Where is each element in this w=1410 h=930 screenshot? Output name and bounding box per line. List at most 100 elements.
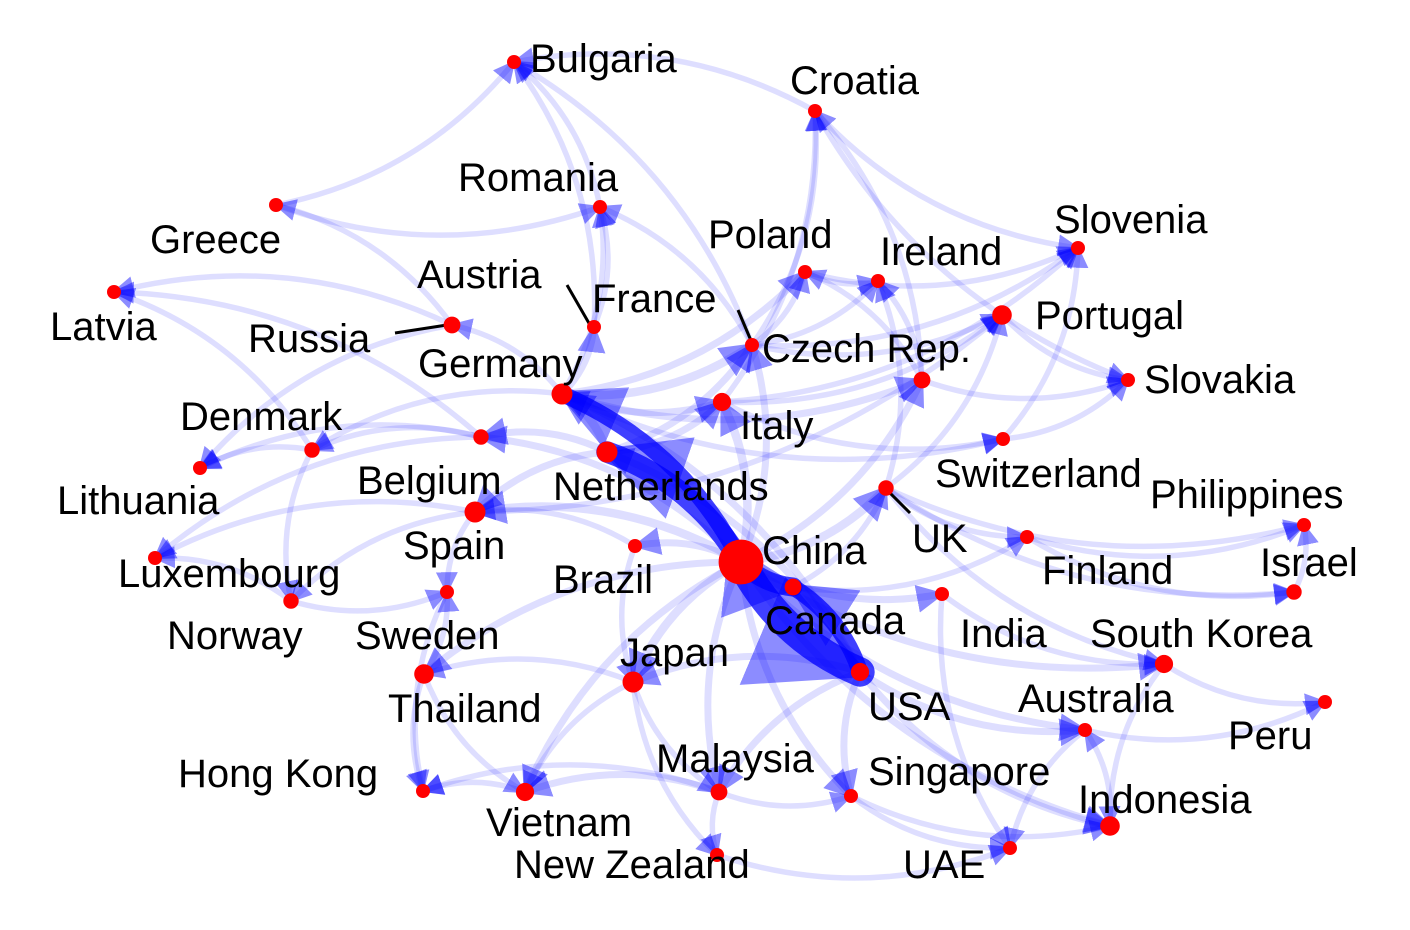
node-Germany[interactable] (551, 383, 573, 405)
node-Luxembourg[interactable] (148, 551, 162, 565)
edge-China-CzechRep (737, 376, 926, 566)
node-Greece[interactable] (269, 198, 283, 212)
edge-Spain-Portugal (472, 312, 1005, 515)
node-label-Malaysia: Malaysia (656, 737, 815, 781)
edge-Spain-Luxembourg (152, 498, 478, 561)
edge-Brazil-Spain (472, 498, 638, 549)
edge-India-UAE (937, 591, 1013, 851)
edge-Australia-UAE (1003, 727, 1088, 851)
node-CzechRep[interactable] (913, 371, 931, 389)
node-label-Belgium: Belgium (357, 459, 502, 503)
node-label-USA: USA (868, 685, 951, 729)
node-Singapore[interactable] (844, 789, 858, 803)
node-Japan[interactable] (622, 671, 644, 693)
edge-Greece-Romania (273, 202, 603, 238)
edge-Denmark-Lithuania (197, 444, 315, 471)
node-label-Philippines: Philippines (1150, 473, 1343, 517)
edge-Malaysia-HongKong (420, 762, 722, 795)
edge-China-Vietnam (521, 558, 745, 796)
node-Vietnam[interactable] (515, 782, 535, 802)
node-Sweden[interactable] (440, 585, 454, 599)
node-Canada[interactable] (784, 578, 802, 596)
node-Poland[interactable] (798, 265, 812, 279)
node-NewZealand[interactable] (710, 848, 724, 862)
node-USA[interactable] (850, 662, 870, 682)
node-Latvia[interactable] (107, 285, 121, 299)
node-Philippines[interactable] (1297, 518, 1311, 532)
edge-USA-Singapore (830, 668, 864, 800)
node-Malaysia[interactable] (710, 783, 728, 801)
node-UK[interactable] (878, 480, 894, 496)
node-China[interactable] (718, 539, 764, 585)
node-Italy[interactable] (712, 392, 732, 412)
edge-France-Bulgaria (511, 59, 755, 348)
node-Ireland[interactable] (871, 274, 885, 288)
node-Thailand[interactable] (414, 664, 434, 684)
node-Spain[interactable] (464, 501, 486, 523)
node-label-Germany: Germany (418, 342, 583, 386)
node-Lithuania[interactable] (193, 461, 207, 475)
edge-Germany-Italy (558, 390, 726, 423)
edge-China-Belgium (477, 425, 745, 566)
node-France[interactable] (745, 338, 759, 352)
node-India[interactable] (935, 587, 949, 601)
edge-Norway-Sweden (288, 589, 450, 614)
node-label-SouthKorea: South Korea (1090, 612, 1313, 656)
node-Peru[interactable] (1318, 695, 1332, 709)
node-Israel[interactable] (1286, 584, 1302, 600)
node-label-Australia: Australia (1018, 677, 1174, 721)
node-Slovenia[interactable] (1071, 241, 1085, 255)
node-Bulgaria[interactable] (507, 55, 521, 69)
node-label-Switzerland: Switzerland (935, 452, 1142, 496)
node-Switzerland[interactable] (996, 432, 1010, 446)
node-Norway[interactable] (283, 593, 299, 609)
node-Finland[interactable] (1020, 530, 1034, 544)
node-Portugal[interactable] (992, 305, 1012, 325)
edge-UK-SouthKorea (883, 485, 1167, 671)
node-Slovakia[interactable] (1121, 373, 1135, 387)
node-label-Poland: Poland (708, 213, 833, 257)
node-Romania[interactable] (593, 200, 607, 214)
node-Austria[interactable] (587, 320, 601, 334)
edge-Thailand-Vietnam (421, 671, 528, 795)
node-label-NewZealand: New Zealand (514, 843, 750, 887)
node-Russia[interactable] (443, 316, 461, 334)
edge-Indonesia-Australia (1082, 727, 1114, 829)
edge-Norway-Luxembourg (152, 546, 294, 604)
node-Denmark[interactable] (304, 442, 320, 458)
node-Belgium[interactable] (473, 429, 489, 445)
node-HongKong[interactable] (416, 784, 430, 798)
node-Australia[interactable] (1078, 723, 1092, 737)
edge-Germany-Denmark (309, 388, 565, 453)
edge-France-Poland (749, 269, 811, 348)
node-label-Finland: Finland (1042, 549, 1173, 593)
node-UAE[interactable] (1003, 841, 1017, 855)
edge-Finland-Israel (1024, 534, 1297, 606)
labels-layer: Bulgaria Croatia Romania Greece Slovenia Pola… (50, 37, 1358, 887)
node-Indonesia[interactable] (1100, 816, 1120, 836)
edge-Romania-Bulgaria (511, 59, 603, 210)
edge-India-SouthKorea (939, 591, 1167, 676)
edge-France-Croatia (749, 108, 828, 348)
edge-China-Singapore (737, 558, 855, 800)
edge-Canada-UK (790, 485, 889, 590)
edge-Brazil-Japan (616, 543, 638, 685)
node-label-France: France (592, 277, 717, 321)
edge-UK-Portugal (883, 312, 1008, 491)
node-label-Austria: Austria (417, 253, 542, 297)
node-SouthKorea[interactable] (1154, 654, 1174, 674)
node-label-UAE: UAE (903, 843, 985, 887)
node-label-Denmark: Denmark (180, 395, 343, 439)
edge-USA-Australia (856, 668, 1089, 747)
edge-Netherlands-Belgium (477, 417, 611, 456)
edge-Poland-Ireland (802, 269, 881, 297)
node-Brazil[interactable] (628, 539, 642, 553)
edge-USA-Germany (558, 390, 864, 676)
node-Croatia[interactable] (808, 104, 822, 118)
node-label-Peru: Peru (1228, 714, 1313, 758)
leader-line-Austria (565, 284, 592, 326)
edge-Russia-Greece (273, 199, 455, 328)
edge-China-Malaysia (699, 558, 745, 796)
node-Netherlands[interactable] (596, 441, 618, 463)
